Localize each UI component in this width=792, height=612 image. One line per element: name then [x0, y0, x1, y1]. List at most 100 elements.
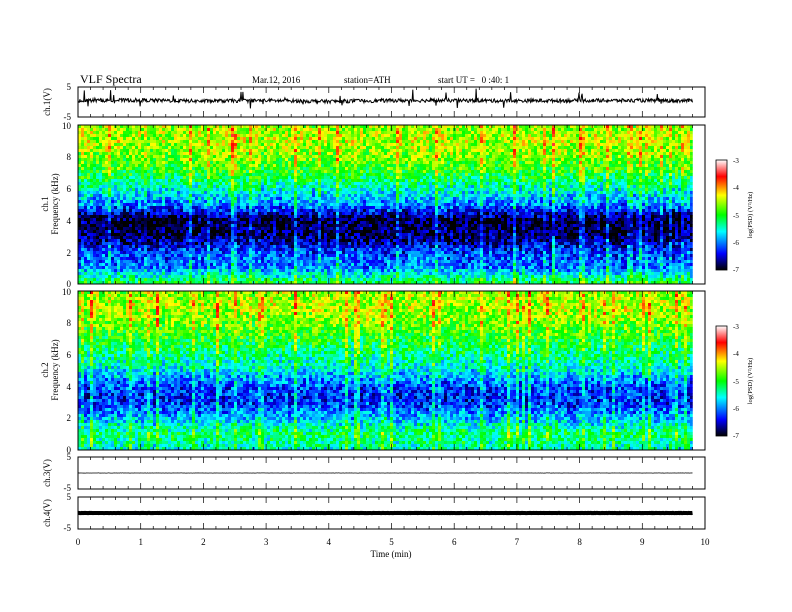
spectrogram-cell: [282, 179, 286, 183]
spectrogram-cell: [81, 134, 85, 138]
spectrogram-cell: [141, 197, 145, 201]
spectrogram-cell: [231, 188, 235, 192]
spectrogram-cell: [117, 182, 121, 186]
spectrogram-cell: [576, 167, 580, 171]
spectrogram-cell: [351, 140, 355, 144]
spectrogram-cell: [180, 179, 184, 183]
spectrogram-cell: [453, 188, 457, 192]
spectrogram-cell: [201, 140, 205, 144]
spectrogram-cell: [336, 176, 340, 180]
spectrogram-cell: [621, 131, 625, 135]
spectrogram-cell: [579, 164, 583, 168]
spectrogram-cell: [504, 191, 508, 195]
spectrogram-cell: [450, 146, 454, 150]
spectrogram-cell: [135, 131, 139, 135]
spectrogram-cell: [612, 167, 616, 171]
spectrogram-cell: [657, 191, 661, 195]
spectrogram-cell: [165, 143, 169, 147]
spectrogram-cell: [144, 173, 148, 177]
spectrogram-cell: [429, 182, 433, 186]
spectrogram-cell: [573, 155, 577, 159]
spectrogram-cell: [309, 158, 313, 162]
spectrogram-cell: [402, 182, 406, 186]
spectrogram-cell: [456, 164, 460, 168]
spectrogram-cell: [309, 131, 313, 135]
spectrogram-cell: [600, 152, 604, 156]
spectrogram-cell: [621, 191, 625, 195]
spectrogram-cell: [84, 155, 88, 159]
spectrogram-cell: [453, 155, 457, 159]
spectrogram-cell: [240, 140, 244, 144]
spectrogram-cell: [489, 143, 493, 147]
spectrogram-cell: [645, 191, 649, 195]
spectrogram-cell: [426, 191, 430, 195]
spectrogram-cell: [573, 146, 577, 150]
spectrogram-cell: [336, 170, 340, 174]
spectrogram-cell: [330, 158, 334, 162]
spectrogram-cell: [345, 128, 349, 132]
spectrogram-cell: [99, 137, 103, 141]
spectrogram-cell: [504, 152, 508, 156]
spectrogram-cell: [483, 149, 487, 153]
spectrogram-cell: [225, 158, 229, 162]
spectrogram-cell: [633, 128, 637, 132]
spectrogram-cell: [603, 146, 607, 150]
spectrogram-cell: [564, 155, 568, 159]
spectrogram-cell: [135, 167, 139, 171]
spectrogram-cell: [522, 194, 526, 198]
spectrogram-cell: [183, 197, 187, 201]
spectrogram-cell: [423, 143, 427, 147]
spectrogram-cell: [120, 155, 124, 159]
spectrogram-cell: [255, 134, 259, 138]
spectrogram-cell: [531, 149, 535, 153]
spectrogram-cell: [324, 164, 328, 168]
spectrogram-cell: [162, 140, 166, 144]
spectrogram-cell: [663, 191, 667, 195]
spectrogram-cell: [219, 134, 223, 138]
spectrogram-cell: [489, 131, 493, 135]
spectrogram-cell: [504, 188, 508, 192]
spectrogram-cell: [306, 173, 310, 177]
spectrogram-cell: [234, 155, 238, 159]
spectrogram-cell: [285, 182, 289, 186]
spectrogram-cell: [87, 164, 91, 168]
spectrogram-cell: [309, 185, 313, 189]
spectrogram-cell: [654, 125, 658, 129]
spectrogram-cell: [507, 146, 511, 150]
spectrogram-cell: [522, 179, 526, 183]
spectrogram-cell: [342, 194, 346, 198]
spectrogram-cell: [384, 128, 388, 132]
spectrogram-cell: [537, 134, 541, 138]
spectrogram-cell: [600, 170, 604, 174]
spectrogram-cell: [234, 188, 238, 192]
spectrogram-cell: [684, 134, 688, 138]
spectrogram-cell: [336, 152, 340, 156]
spectrogram-cell: [357, 176, 361, 180]
spectrogram-cell: [609, 158, 613, 162]
spectrogram-cell: [609, 155, 613, 159]
spectrogram-cell: [78, 188, 82, 192]
spectrogram-cell: [594, 173, 598, 177]
spectrogram-cell: [219, 140, 223, 144]
spectrogram-cell: [660, 176, 664, 180]
spectrogram-cell: [81, 158, 85, 162]
spectrogram-cell: [498, 140, 502, 144]
spectrogram-cell: [588, 140, 592, 144]
spectrogram-cell: [378, 176, 382, 180]
spectrogram-cell: [420, 143, 424, 147]
spectrogram-cell: [384, 173, 388, 177]
spectrogram-cell: [444, 170, 448, 174]
spectrogram-cell: [318, 140, 322, 144]
spectrogram-cell: [300, 143, 304, 147]
spectrogram-cell: [450, 131, 454, 135]
spectrogram-cell: [177, 149, 181, 153]
spectrogram-cell: [492, 179, 496, 183]
spectrogram-cell: [624, 140, 628, 144]
spectrogram-cell: [174, 155, 178, 159]
spectrogram-cell: [447, 170, 451, 174]
spectrogram-cell: [672, 128, 676, 132]
spectrogram-cell: [513, 191, 517, 195]
spectrogram-cell: [327, 155, 331, 159]
spectrogram-cell: [531, 185, 535, 189]
spectrogram-cell: [261, 167, 265, 171]
